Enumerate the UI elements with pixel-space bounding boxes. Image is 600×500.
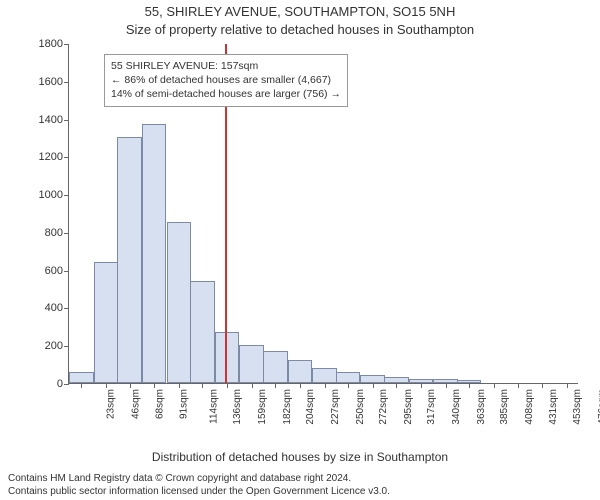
x-tick-mark bbox=[81, 383, 82, 388]
x-tick-mark bbox=[518, 383, 519, 388]
histogram-bar bbox=[117, 137, 142, 383]
x-tick-mark bbox=[202, 383, 203, 388]
x-tick-label: 227sqm bbox=[330, 389, 341, 425]
y-tick-label: 1800 bbox=[39, 38, 63, 50]
y-tick-label: 1200 bbox=[39, 151, 63, 163]
y-tick-label: 600 bbox=[45, 265, 63, 277]
x-tick-mark bbox=[179, 383, 180, 388]
x-tick-label: 363sqm bbox=[476, 389, 487, 425]
y-tick-mark bbox=[64, 157, 69, 158]
x-tick-label: 136sqm bbox=[232, 389, 243, 425]
x-tick-mark bbox=[421, 383, 422, 388]
y-tick-mark bbox=[64, 346, 69, 347]
y-tick-label: 800 bbox=[45, 227, 63, 239]
chart-container: 55, SHIRLEY AVENUE, SOUTHAMPTON, SO15 5N… bbox=[0, 0, 600, 500]
y-tick-mark bbox=[64, 120, 69, 121]
x-tick-label: 46sqm bbox=[130, 389, 141, 419]
y-tick-mark bbox=[64, 308, 69, 309]
x-tick-label: 431sqm bbox=[549, 389, 560, 425]
histogram-bar bbox=[312, 368, 337, 383]
histogram-bar bbox=[94, 262, 119, 383]
y-tick-mark bbox=[64, 44, 69, 45]
histogram-bar bbox=[167, 222, 192, 383]
x-tick-mark bbox=[373, 383, 374, 388]
y-tick-label: 1000 bbox=[39, 189, 63, 201]
x-tick-mark bbox=[469, 383, 470, 388]
x-tick-label: 204sqm bbox=[305, 389, 316, 425]
y-tick-label: 1400 bbox=[39, 114, 63, 126]
x-tick-mark bbox=[542, 383, 543, 388]
x-tick-mark bbox=[106, 383, 107, 388]
y-tick-mark bbox=[64, 384, 69, 385]
histogram-bar bbox=[69, 372, 94, 383]
x-tick-mark bbox=[130, 383, 131, 388]
x-tick-label: 114sqm bbox=[208, 389, 219, 424]
histogram-bar bbox=[215, 332, 240, 383]
histogram-bar bbox=[142, 124, 167, 383]
x-tick-mark bbox=[300, 383, 301, 388]
y-tick-label: 200 bbox=[45, 340, 63, 352]
x-tick-label: 91sqm bbox=[179, 389, 190, 419]
annotation-box: 55 SHIRLEY AVENUE: 157sqm ← 86% of detac… bbox=[104, 54, 348, 107]
x-tick-mark bbox=[252, 383, 253, 388]
annotation-line-3: 14% of semi-detached houses are larger (… bbox=[111, 87, 341, 101]
histogram-bar bbox=[263, 351, 288, 383]
y-tick-mark bbox=[64, 233, 69, 234]
x-tick-mark bbox=[494, 383, 495, 388]
x-tick-label: 182sqm bbox=[282, 389, 293, 425]
copyright-line-1: Contains HM Land Registry data © Crown c… bbox=[8, 473, 592, 486]
histogram-bar bbox=[190, 281, 215, 383]
x-tick-label: 385sqm bbox=[499, 389, 510, 425]
x-tick-mark bbox=[154, 383, 155, 388]
y-tick-mark bbox=[64, 82, 69, 83]
x-tick-label: 159sqm bbox=[257, 389, 268, 425]
x-tick-label: 453sqm bbox=[572, 389, 583, 425]
x-tick-label: 250sqm bbox=[355, 389, 366, 425]
y-tick-mark bbox=[64, 271, 69, 272]
x-tick-mark bbox=[325, 383, 326, 388]
chart-title-main: 55, SHIRLEY AVENUE, SOUTHAMPTON, SO15 5N… bbox=[0, 4, 600, 19]
x-tick-label: 68sqm bbox=[154, 389, 165, 419]
x-tick-label: 340sqm bbox=[451, 389, 462, 425]
x-tick-mark bbox=[567, 383, 568, 388]
x-tick-label: 272sqm bbox=[378, 389, 389, 425]
annotation-line-2: ← 86% of detached houses are smaller (4,… bbox=[111, 73, 341, 87]
plot-area: 02004006008001000120014001600180023sqm46… bbox=[68, 44, 578, 384]
x-tick-label: 408sqm bbox=[524, 389, 535, 425]
copyright-footer: Contains HM Land Registry data © Crown c… bbox=[8, 473, 592, 498]
histogram-bar bbox=[336, 372, 361, 383]
x-tick-mark bbox=[348, 383, 349, 388]
histogram-bar bbox=[239, 345, 264, 383]
histogram-bar bbox=[288, 360, 313, 383]
copyright-line-2: Contains public sector information licen… bbox=[8, 486, 592, 499]
y-tick-label: 1600 bbox=[39, 76, 63, 88]
x-tick-label: 317sqm bbox=[426, 389, 437, 425]
y-tick-label: 400 bbox=[45, 302, 63, 314]
x-tick-mark bbox=[227, 383, 228, 388]
annotation-line-1: 55 SHIRLEY AVENUE: 157sqm bbox=[111, 59, 341, 73]
chart-title-sub: Size of property relative to detached ho… bbox=[0, 22, 600, 37]
x-tick-label: 295sqm bbox=[403, 389, 414, 425]
x-tick-label: 23sqm bbox=[106, 389, 117, 419]
x-tick-mark bbox=[275, 383, 276, 388]
histogram-bar bbox=[360, 375, 385, 383]
y-tick-label: 0 bbox=[57, 378, 63, 390]
x-tick-mark bbox=[396, 383, 397, 388]
x-tick-mark bbox=[446, 383, 447, 388]
x-axis-label: Distribution of detached houses by size … bbox=[0, 450, 600, 464]
y-tick-mark bbox=[64, 195, 69, 196]
